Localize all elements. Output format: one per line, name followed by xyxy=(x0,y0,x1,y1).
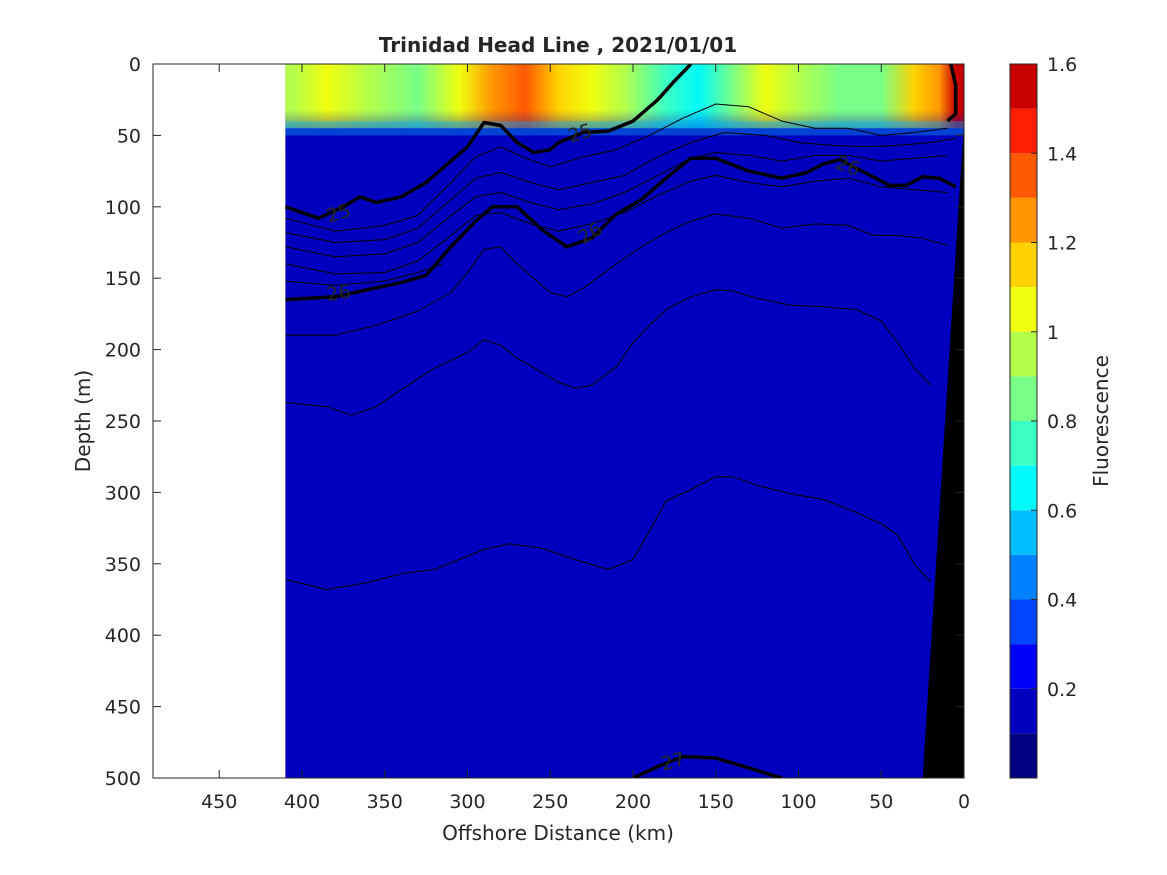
x-tick-label: 200 xyxy=(615,791,651,813)
surface-transition xyxy=(285,109,964,153)
colorbar-segment xyxy=(1010,421,1037,466)
colorbar-segment xyxy=(1010,465,1037,511)
colorbar-tick-label: 0.2 xyxy=(1047,679,1077,701)
y-tick-label: 200 xyxy=(105,340,141,362)
colorbar-segment xyxy=(1010,242,1037,288)
colorbar-segment xyxy=(1010,599,1037,645)
x-tick-label: 150 xyxy=(698,791,734,813)
x-tick-label: 400 xyxy=(284,791,320,813)
colorbar-segment xyxy=(1010,554,1037,600)
x-tick-label: 100 xyxy=(780,791,816,813)
x-tick-label: 0 xyxy=(958,791,970,813)
chart-title: Trinidad Head Line , 2021/01/01 xyxy=(379,33,737,57)
colorbar-segment xyxy=(1010,376,1037,421)
contour-line xyxy=(285,263,443,286)
colorbar-segment xyxy=(1010,331,1037,377)
y-tick-label: 0 xyxy=(129,54,141,76)
y-tick-label: 500 xyxy=(105,768,141,790)
contour-line xyxy=(285,213,948,336)
x-tick-label: 450 xyxy=(201,791,237,813)
colorbar-segment xyxy=(1010,153,1037,198)
colorbar-tick-label: 1 xyxy=(1047,322,1059,344)
contour-line-26 xyxy=(285,156,957,302)
colorbar-segment xyxy=(1010,510,1037,555)
colorbar: 0.2 0.4 0.6 0.8 1 1.2 1.4 1.6 xyxy=(1009,54,1077,779)
colorbar-segment xyxy=(1010,197,1037,243)
contour-line xyxy=(285,289,932,416)
contours xyxy=(284,64,957,778)
colorbar-segment xyxy=(1010,64,1037,109)
colorbar-segment xyxy=(1010,108,1037,154)
x-axis: 450 400 350 300 250 200 150 100 50 0 xyxy=(201,64,970,813)
y-tick-label: 100 xyxy=(105,197,141,219)
contour-line-25 xyxy=(284,64,693,220)
contour-line xyxy=(285,174,948,275)
y-axis-label: Depth (m) xyxy=(71,370,95,472)
colorbar-segment xyxy=(1010,733,1037,778)
colorbar-tick-label: 0.6 xyxy=(1047,500,1077,522)
colorbar-segment xyxy=(1010,688,1037,734)
colorbar-label: Fluorescence xyxy=(1089,355,1113,487)
contour-line-27 xyxy=(632,754,783,778)
contour-line xyxy=(285,152,948,258)
nearshore-contour xyxy=(946,64,958,123)
x-tick-label: 350 xyxy=(367,791,403,813)
x-tick-label: 250 xyxy=(532,791,568,813)
x-tick-label: 300 xyxy=(449,791,485,813)
colorbar-tick-label: 1.4 xyxy=(1047,143,1077,165)
colorbar-tick-label: 0.8 xyxy=(1047,411,1077,433)
y-tick-label: 50 xyxy=(117,125,141,147)
y-tick-label: 350 xyxy=(105,554,141,576)
colorbar-segment xyxy=(1010,287,1037,332)
contour-label: 26 xyxy=(325,281,352,306)
contour-line xyxy=(285,103,948,232)
x-axis-label: Offshore Distance (km) xyxy=(442,821,674,845)
contour-line xyxy=(285,132,956,243)
colorbar-tick-label: 1.6 xyxy=(1047,54,1077,76)
y-tick-label: 150 xyxy=(105,268,141,290)
y-tick-label: 450 xyxy=(105,697,141,719)
colorbar-tick-label: 0.4 xyxy=(1047,590,1077,612)
transition-band xyxy=(285,121,964,136)
surface-bands xyxy=(285,64,964,153)
contour-line xyxy=(285,476,932,590)
fluorescence-field xyxy=(285,64,964,778)
colorbar-segment xyxy=(1010,644,1037,689)
colorbar-tick-label: 1.2 xyxy=(1047,233,1077,255)
y-tick-label: 400 xyxy=(105,625,141,647)
y-axis: 0 50 100 150 200 250 300 350 400 450 500 xyxy=(105,54,964,790)
x-tick-label: 50 xyxy=(869,791,893,813)
bathymetry-mask xyxy=(922,121,964,778)
y-tick-label: 300 xyxy=(105,482,141,504)
y-tick-label: 250 xyxy=(105,411,141,433)
